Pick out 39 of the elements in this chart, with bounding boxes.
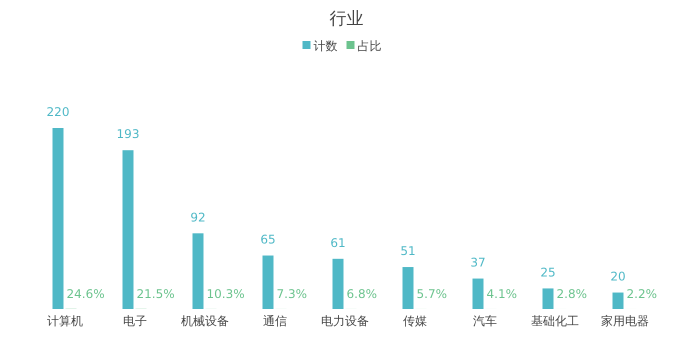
bar: [332, 258, 344, 309]
bar: [542, 288, 554, 309]
bar: [262, 256, 274, 309]
legend-label: 计数: [314, 39, 338, 53]
x-tick-label: 计算机: [47, 314, 83, 328]
data-label: 20: [610, 270, 626, 284]
data-label: 6.8%: [346, 287, 377, 301]
data-label: 4.1%: [486, 287, 517, 301]
x-tick-label: 基础化工: [531, 314, 579, 328]
data-label: 7.3%: [276, 287, 307, 301]
data-label: 21.5%: [136, 287, 175, 301]
chart-title: 行业: [330, 9, 364, 29]
x-tick-label: 电力设备: [321, 314, 369, 328]
bar: [52, 128, 64, 309]
data-label: 37: [470, 256, 486, 270]
data-label: 24.6%: [66, 287, 105, 301]
x-tick-label: 通信: [263, 314, 287, 328]
bar: [612, 292, 624, 309]
x-tick-label: 家用电器: [601, 314, 649, 328]
data-label: 2.2%: [626, 287, 657, 301]
data-label: 25: [540, 265, 556, 280]
x-tick-label: 汽车: [473, 314, 497, 328]
data-label: 92: [190, 210, 206, 224]
bar: [472, 278, 484, 309]
data-label: 10.3%: [206, 287, 245, 301]
x-tick-label: 电子: [123, 314, 147, 328]
data-label: 220: [46, 105, 70, 119]
x-tick-label: 传媒: [403, 314, 427, 328]
data-label: 5.7%: [416, 287, 447, 301]
data-label: 2.8%: [556, 287, 587, 301]
legend-label: 占比: [358, 39, 382, 53]
data-label: 61: [330, 236, 346, 250]
data-label: 193: [116, 127, 140, 142]
data-label: 51: [400, 244, 416, 258]
bar: [192, 233, 204, 309]
bar: [402, 267, 414, 309]
x-tick-label: 机械设备: [181, 314, 229, 328]
bar: [122, 150, 134, 309]
data-label: 65: [260, 232, 276, 247]
